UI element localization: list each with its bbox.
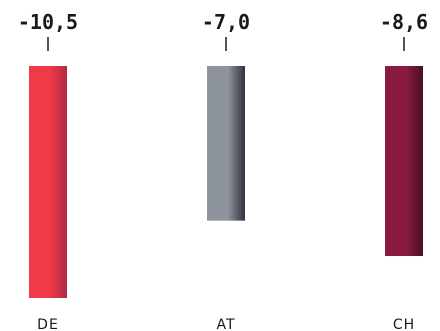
category-label-at: AT [216,317,235,331]
category-label-de: DE [37,317,59,331]
category-label-ch: CH [393,317,415,331]
bar-de [29,66,67,298]
bar-at [207,66,245,221]
value-label-ch: -8,6 [380,10,428,34]
bar-ch [385,66,423,257]
value-label-de: -10,5 [18,10,78,34]
bars-layer: -10,5 DE -7,0 AT -8,6 CH [18,10,428,331]
value-label-at: -7,0 [202,10,250,34]
